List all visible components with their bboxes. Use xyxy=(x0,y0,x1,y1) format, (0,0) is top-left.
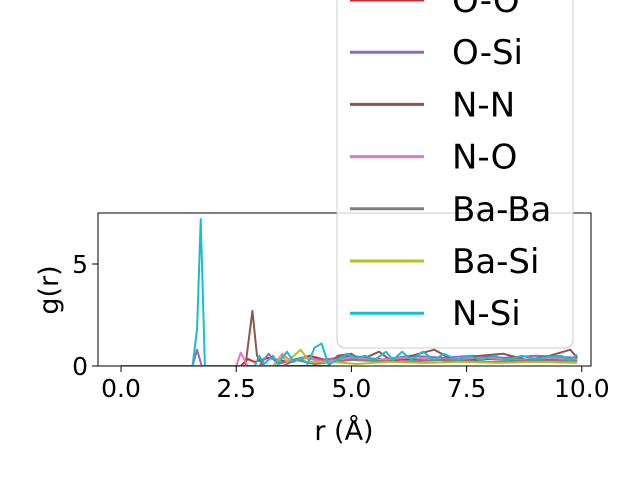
series-line-n-si xyxy=(121,218,578,366)
series-layer xyxy=(121,218,578,366)
legend-label-o-o: O-O xyxy=(452,0,520,21)
legend: O-O O-Si N-N N-O Ba-Ba Ba-Si N-Si xyxy=(336,0,574,349)
legend-label-ba-ba: Ba-Ba xyxy=(452,190,551,230)
legend-label-ba-si: Ba-Si xyxy=(452,242,539,282)
y-tick-label: 0 xyxy=(72,352,88,381)
x-tick-label: 10.0 xyxy=(554,374,610,403)
series-line-ba-ba xyxy=(121,358,578,366)
y-tick-label: 5 xyxy=(72,250,88,279)
y-axis: 05 xyxy=(72,250,98,381)
x-axis: 0.0 2.5 5.0 7.5 10.0 xyxy=(101,366,610,403)
x-tick-label: 7.5 xyxy=(447,374,487,403)
legend-label-n-n: N-N xyxy=(452,85,515,125)
x-tick-label: 0.0 xyxy=(101,374,141,403)
y-axis-label: g(r) xyxy=(34,265,65,314)
legend-label-n-o: N-O xyxy=(452,138,517,178)
x-tick-label: 5.0 xyxy=(332,374,372,403)
legend-label-o-si: O-Si xyxy=(452,33,523,73)
x-axis-label: r (Å) xyxy=(314,415,373,447)
legend-label-n-si: N-Si xyxy=(452,294,521,334)
x-tick-label: 2.5 xyxy=(216,374,256,403)
